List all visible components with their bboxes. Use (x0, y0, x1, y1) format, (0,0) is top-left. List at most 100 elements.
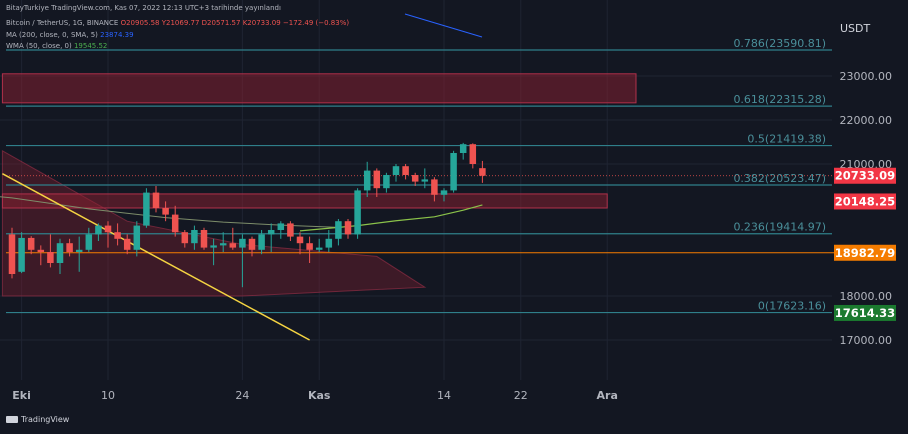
candle-body[interactable] (459, 144, 467, 153)
fib-level-label: 0.236(19414.97) (733, 221, 826, 234)
fib-level-label: 0.5(21419.38) (747, 133, 826, 146)
candle-body[interactable] (335, 221, 342, 239)
candle-body[interactable] (373, 170, 381, 189)
resistance-zone-upper[interactable] (1, 73, 637, 104)
candle-body[interactable] (143, 192, 150, 226)
candle-body[interactable] (104, 225, 112, 233)
candle-body[interactable] (133, 225, 141, 250)
ma-line-segment[interactable] (404, 13, 483, 38)
price-label-zone-price: 20148.25 (835, 194, 895, 208)
candle-body[interactable] (431, 179, 438, 195)
candle-body[interactable] (162, 208, 169, 215)
tradingview-brand-label: TradingView (21, 415, 70, 424)
candle-body[interactable] (18, 237, 25, 272)
tradingview-logo-icon (6, 416, 18, 423)
candle-body[interactable] (440, 190, 448, 195)
price-label-box[interactable] (834, 304, 896, 321)
ohlc-open: O20905.58 (120, 19, 160, 27)
candle-body[interactable] (37, 249, 45, 252)
candle-body[interactable] (296, 236, 304, 244)
candle-body[interactable] (354, 190, 361, 235)
ohlc-low: D20571.57 (201, 19, 241, 27)
resistance-zone-mid[interactable] (1, 193, 608, 209)
candle-body[interactable] (114, 232, 121, 239)
candle-body[interactable] (181, 232, 189, 244)
y-tick-label: 22000.00 (840, 114, 893, 127)
candle-body[interactable] (191, 230, 198, 244)
candle-body[interactable] (315, 247, 323, 250)
candle-body[interactable] (123, 238, 131, 250)
candle-body[interactable] (392, 166, 400, 175)
wma-legend[interactable]: WMA (50, close, 0) 19545.52 (6, 42, 107, 51)
candle-body[interactable] (219, 243, 227, 246)
publisher-line: BitayTurkiye TradingView.com, Kas 07, 20… (6, 4, 281, 12)
y-tick-label: 17000.00 (840, 334, 893, 347)
candle-body[interactable] (210, 245, 217, 248)
candle-body[interactable] (229, 243, 237, 248)
y-tick-label: 23000.00 (840, 70, 893, 83)
candle-body[interactable] (85, 234, 93, 250)
x-tick-label: 22 (514, 389, 528, 402)
wma-legend-value: 19545.52 (73, 42, 108, 50)
axis-unit: USDT (840, 22, 871, 35)
candle-body[interactable] (258, 234, 265, 250)
price-label-box[interactable] (834, 193, 896, 210)
time-axis-background (0, 380, 908, 434)
price-label-last-price: 20733.09 (835, 169, 895, 183)
wma-legend-label: WMA (50, close, 0) (6, 42, 72, 50)
x-tick-label: Ara (597, 389, 618, 402)
candle-body[interactable] (402, 166, 409, 175)
candle-body[interactable] (95, 225, 102, 235)
ma-legend-value: 23874.39 (100, 31, 134, 39)
candle-body[interactable] (411, 175, 419, 182)
candle-body[interactable] (277, 223, 285, 230)
candle-body[interactable] (8, 234, 16, 274)
price-label-box[interactable] (834, 167, 896, 184)
x-tick-label: Eki (12, 389, 31, 402)
candle-body[interactable] (287, 223, 294, 237)
ohlc-change: −172.49 (−0.83%) (282, 19, 350, 27)
ohlc-high: Y21069.77 (161, 19, 200, 27)
candle-body[interactable] (325, 238, 333, 248)
yellow-trendline[interactable] (2, 173, 310, 341)
price-label-support-price: 18982.79 (835, 246, 895, 260)
candle-body[interactable] (383, 175, 390, 189)
price-axis-background (836, 0, 908, 380)
candle-body[interactable] (421, 179, 429, 182)
candle-body[interactable] (469, 144, 477, 164)
symbol-name[interactable]: Bitcoin / TetherUS, 1G, BINANCE (6, 19, 119, 27)
fib-level-label: 0.618(22315.28) (733, 93, 826, 106)
candle-body[interactable] (56, 243, 64, 263)
x-tick-label: Kas (308, 389, 331, 402)
candle-body[interactable] (47, 252, 54, 263)
fib-level-label: 0(17623.16) (758, 300, 826, 313)
ma-legend[interactable]: MA (200, close, 0, SMA, 5) 23874.39 (6, 31, 134, 40)
candle-body[interactable] (66, 243, 73, 252)
candle-body[interactable] (200, 230, 208, 248)
tradingview-brand[interactable]: TradingView (6, 415, 69, 424)
x-tick-label: 10 (101, 389, 115, 402)
candle-body[interactable] (306, 243, 313, 250)
candle-body[interactable] (75, 249, 83, 252)
candle-body[interactable] (479, 168, 486, 176)
fib-level-label: 0.382(20523.47) (733, 172, 826, 185)
candle-body[interactable] (152, 192, 160, 208)
candle-body[interactable] (239, 238, 246, 248)
ma-legend-label: MA (200, close, 0, SMA, 5) (6, 31, 98, 39)
fib-level-label: 0.786(23590.81) (733, 37, 826, 50)
candle-body[interactable] (171, 214, 179, 233)
candle-body[interactable] (248, 238, 256, 250)
price-label-fib-zero-price: 17614.33 (835, 306, 895, 320)
candle-body[interactable] (344, 221, 352, 235)
candle-body[interactable] (450, 153, 457, 191)
candle-body[interactable] (267, 230, 275, 235)
candle-body[interactable] (27, 237, 35, 250)
symbol-ohlc-line: Bitcoin / TetherUS, 1G, BINANCE O20905.5… (6, 19, 349, 28)
ohlc-close: K20733.09 (242, 19, 281, 27)
x-tick-label: 14 (437, 389, 451, 402)
candle-body[interactable] (363, 170, 371, 191)
price-label-box[interactable] (834, 244, 896, 261)
